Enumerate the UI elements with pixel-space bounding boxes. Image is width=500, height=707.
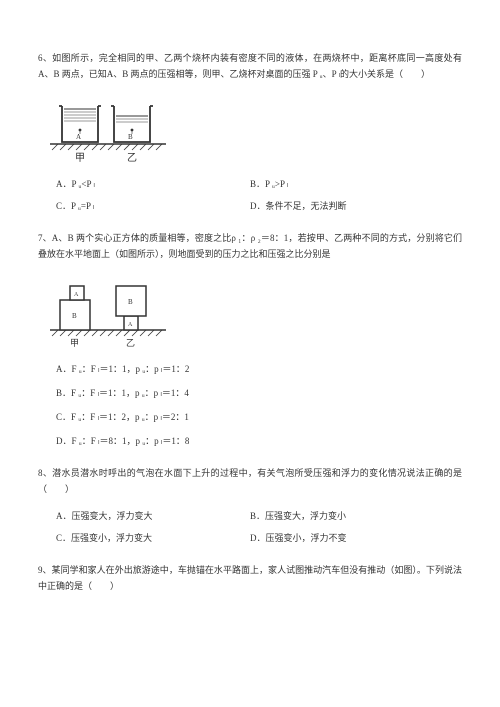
- question-8: 8、潜水员潜水时呼出的气泡在水面下上升的过程中，有关气泡所受压强和浮力的变化情况…: [38, 465, 462, 546]
- q7-optB: B．F ᵤ：F ₗ＝1：1，p ᵤ：p ₗ＝1：4: [56, 385, 462, 401]
- q6-optB: B．P ᵤ>P ₗ: [250, 176, 462, 192]
- svg-text:A: A: [128, 322, 133, 328]
- q6-optA: A．P ᵤ<P ₗ: [38, 176, 250, 192]
- q8-optD: D．压强变小，浮力不变: [250, 530, 462, 546]
- q7-figure: B A A B 甲 乙: [48, 272, 462, 352]
- svg-text:B: B: [128, 298, 133, 306]
- question-9: 9、某同学和家人在外出旅游途中，车抛锚在水平路面上，家人试图推动汽车但没有推动（…: [38, 562, 462, 594]
- q6-optD: D．条件不足，无法判断: [250, 198, 462, 214]
- svg-text:A: A: [76, 133, 81, 141]
- svg-text:甲: 甲: [70, 338, 79, 347]
- q7-options: A．F ᵤ：F ₗ＝1：1，p ᵤ：p ₗ＝1：2 B．F ᵤ：F ₗ＝1：1，…: [38, 361, 462, 450]
- q7-optA: A．F ᵤ：F ₗ＝1：1，p ᵤ：p ₗ＝1：2: [56, 361, 462, 377]
- q6-text: 6、如图所示，完全相同的甲、乙两个烧杯内装有密度不同的液体，在两烧杯中，距离杯底…: [38, 50, 462, 82]
- q8-row1: A．压强变大，浮力变大 B．压强变大，浮力变小: [38, 508, 462, 524]
- q6-label2-svg: 乙: [127, 152, 137, 162]
- q8-row2: C．压强变小，浮力变大 D．压强变小，浮力不变: [38, 530, 462, 546]
- q7-optD: D．F ᵤ：F ₗ＝8：1，p ᵤ：p ₗ＝1：8: [56, 433, 462, 449]
- q6-row1: A．P ᵤ<P ₗ B．P ᵤ>P ₗ: [38, 176, 462, 192]
- question-7: 7、A、B 两个实心正方体的质量相等，密度之比ρ ₁：ρ ₂＝8：1，若按甲、乙…: [38, 230, 462, 449]
- q8-optB: B．压强变大，浮力变小: [250, 508, 462, 524]
- q8-optC: C．压强变小，浮力变大: [38, 530, 250, 546]
- svg-text:B: B: [128, 133, 133, 141]
- q6-label1-svg: 甲: [75, 153, 85, 162]
- q6-row2: C．P ᵤ=P ₗ D．条件不足，无法判断: [38, 198, 462, 214]
- q8-text: 8、潜水员潜水时呼出的气泡在水面下上升的过程中，有关气泡所受压强和浮力的变化情况…: [38, 465, 462, 497]
- q7-text: 7、A、B 两个实心正方体的质量相等，密度之比ρ ₁：ρ ₂＝8：1，若按甲、乙…: [38, 230, 462, 262]
- q7-optC: C．F ᵤ：F ₗ＝1：2，p ᵤ：p ₗ＝2：1: [56, 409, 462, 425]
- q6-optC: C．P ᵤ=P ₗ: [38, 198, 250, 214]
- question-6: 6、如图所示，完全相同的甲、乙两个烧杯内装有密度不同的液体，在两烧杯中，距离杯底…: [38, 50, 462, 214]
- q6-figure: A B 甲 乙: [48, 92, 462, 167]
- svg-text:A: A: [74, 292, 79, 298]
- q8-optA: A．压强变大，浮力变大: [38, 508, 250, 524]
- svg-text:B: B: [72, 312, 77, 320]
- q9-text: 9、某同学和家人在外出旅游途中，车抛锚在水平路面上，家人试图推动汽车但没有推动（…: [38, 562, 462, 594]
- svg-text:乙: 乙: [126, 338, 135, 347]
